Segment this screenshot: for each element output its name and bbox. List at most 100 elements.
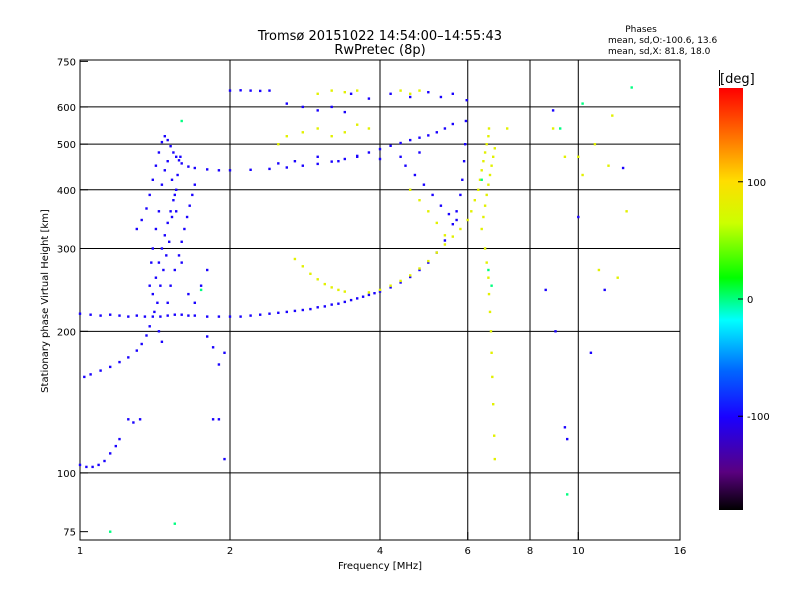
colorbar-tick-label: 0 <box>747 295 753 306</box>
data-point-x <box>482 160 485 163</box>
data-point-o <box>249 89 252 92</box>
data-point-x <box>316 127 319 130</box>
data-point-o <box>135 227 138 231</box>
stats-x-line: mean, sd,X: 81.8, 18.0 <box>608 47 711 57</box>
data-point-o <box>169 145 172 148</box>
data-point-o <box>175 155 178 158</box>
x-tick-label: 4 <box>377 546 383 557</box>
data-point-o <box>180 313 183 316</box>
data-point-o <box>183 227 186 231</box>
data-point-x <box>493 434 496 437</box>
data-point-o <box>160 247 164 250</box>
data-point-o <box>78 312 82 315</box>
data-point-o <box>180 240 183 243</box>
data-point-o <box>464 143 467 146</box>
data-point-o <box>249 168 252 171</box>
data-point-o <box>268 312 271 315</box>
data-point-o <box>330 160 333 163</box>
data-point-o <box>211 418 215 421</box>
data-point-x <box>478 178 482 181</box>
data-point-x <box>485 261 488 264</box>
data-point-o <box>138 418 142 421</box>
data-point-o <box>259 313 262 316</box>
data-point-x <box>399 89 402 92</box>
data-point-o <box>163 135 166 138</box>
data-point-o <box>173 313 176 316</box>
data-point-o <box>330 105 333 109</box>
data-point-o <box>114 444 117 448</box>
data-point-o <box>455 210 458 213</box>
data-point-x <box>330 135 333 138</box>
data-point-o <box>169 284 172 287</box>
data-point-o <box>399 155 402 158</box>
data-point-o <box>293 160 297 163</box>
data-point-o <box>349 92 353 95</box>
data-point-x <box>487 127 491 130</box>
data-point-o <box>177 159 181 162</box>
data-point-o <box>427 91 430 94</box>
data-point-x <box>316 278 319 281</box>
data-point-o <box>127 356 130 359</box>
data-point-x <box>597 268 601 272</box>
data-point-o <box>157 330 161 333</box>
data-point-o <box>157 261 161 264</box>
data-point-x <box>611 114 614 117</box>
data-point-o <box>367 97 371 100</box>
data-point-o <box>193 314 196 317</box>
colorbar-tick-label: 100 <box>747 178 766 189</box>
data-point-o <box>162 268 165 272</box>
stats-title: Phases <box>625 25 657 35</box>
data-point-x <box>490 164 493 167</box>
data-point-o <box>170 178 174 181</box>
data-point-o <box>206 268 209 272</box>
data-point-o <box>177 254 181 257</box>
data-point-o <box>118 360 121 364</box>
data-point-o <box>154 227 158 231</box>
x-tick-label: 2 <box>227 546 233 557</box>
data-point-o <box>439 95 443 99</box>
data-point-x <box>488 310 492 314</box>
data-point-o <box>175 188 178 191</box>
data-point-o <box>166 221 169 225</box>
data-point-x <box>356 89 359 92</box>
data-point-o <box>337 302 340 305</box>
data-point-x <box>489 330 493 333</box>
data-point-o <box>330 303 333 306</box>
data-point-o <box>563 426 567 429</box>
data-point-o <box>356 155 359 158</box>
data-point-o <box>427 134 430 137</box>
data-point-o <box>285 102 288 105</box>
data-point-o <box>160 140 164 144</box>
data-point-x <box>356 123 359 126</box>
data-point-o <box>175 210 178 213</box>
data-point-x <box>316 92 319 95</box>
data-point-x <box>418 89 421 92</box>
y-axis-label: Stationary phase Virtual Height [km] <box>40 209 51 393</box>
data-point-o <box>268 89 271 92</box>
data-point-x <box>443 243 447 246</box>
data-point-x <box>330 286 333 289</box>
data-point-o <box>316 306 319 309</box>
data-point-o <box>97 463 100 467</box>
data-point-x <box>492 403 495 406</box>
data-point-o <box>89 313 92 316</box>
data-point-o <box>157 210 161 213</box>
y-tick-label: 500 <box>57 140 76 151</box>
data-point-o <box>217 418 221 421</box>
y-tick-label: 200 <box>57 327 76 338</box>
colorbar-ticks: 100 0 -100 <box>738 178 770 423</box>
data-point-o <box>404 164 407 167</box>
data-point-o <box>431 193 434 197</box>
data-point-o <box>173 268 176 272</box>
data-point-x <box>487 276 490 279</box>
data-point-o <box>228 315 232 318</box>
data-point-x <box>343 91 346 94</box>
data-point-o <box>378 147 382 151</box>
data-point-x <box>593 143 597 146</box>
data-point-o <box>91 465 94 469</box>
data-point-o <box>323 305 326 308</box>
data-point-o <box>316 109 319 112</box>
y-tick-label: 750 <box>57 57 76 68</box>
data-point-x <box>482 215 485 219</box>
data-point-x <box>477 188 480 191</box>
